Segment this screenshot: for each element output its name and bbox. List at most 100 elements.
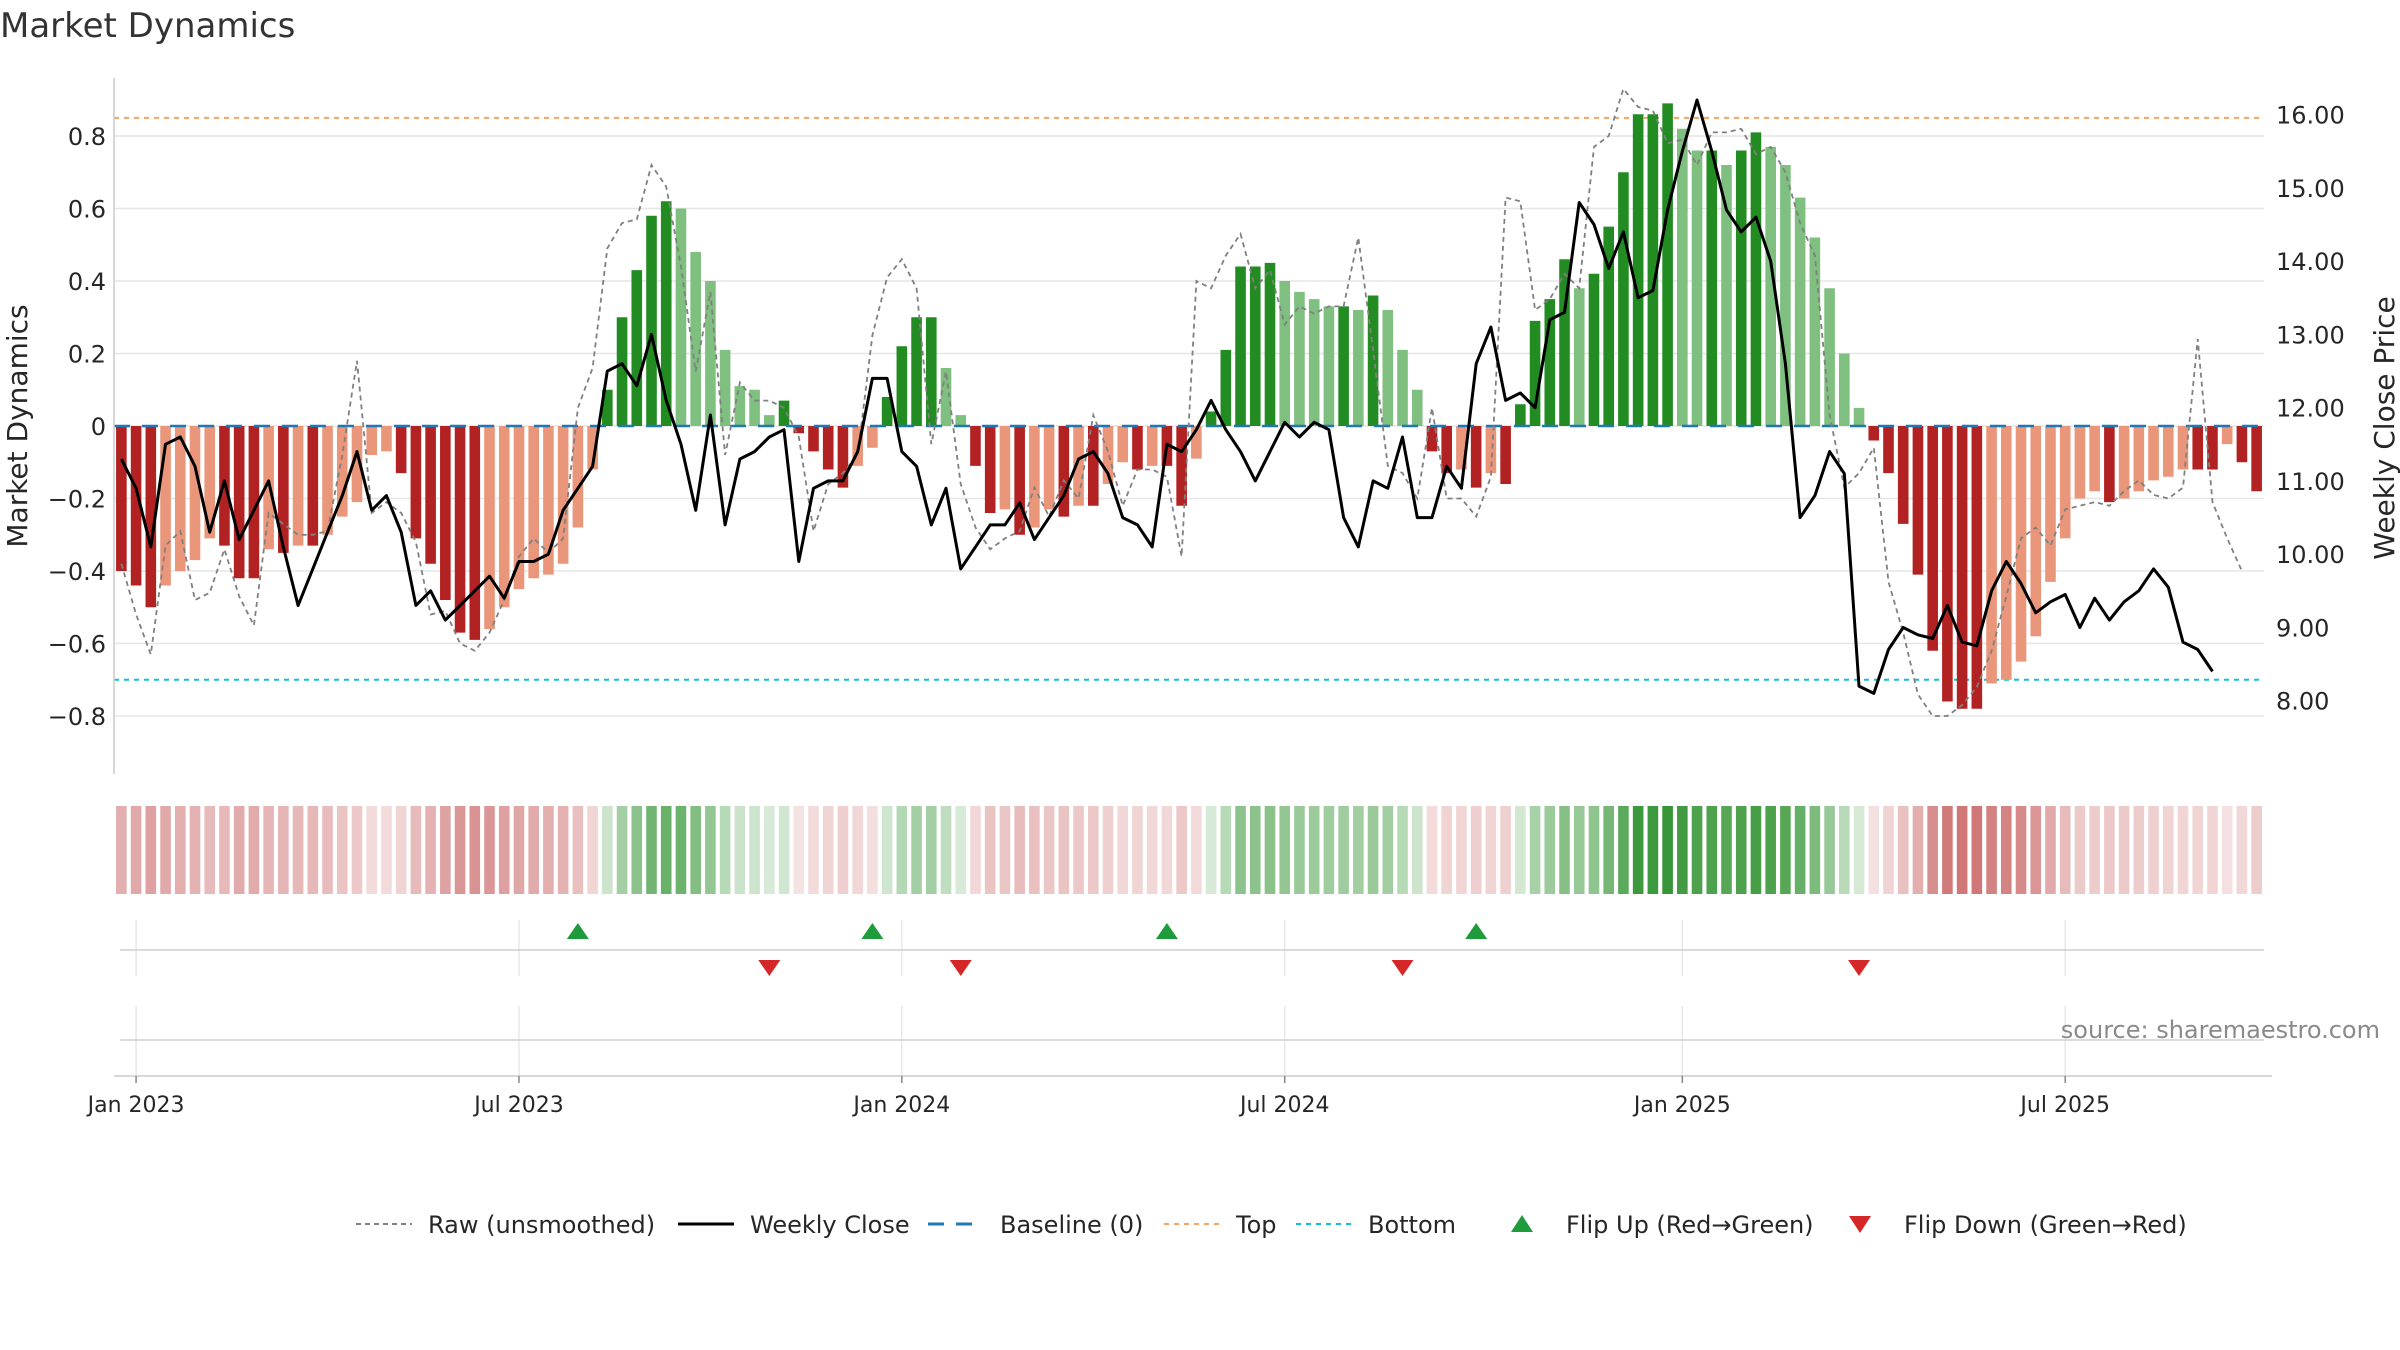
heat-cell bbox=[189, 806, 201, 894]
momentum-bar bbox=[1824, 288, 1835, 426]
momentum-bar bbox=[1559, 259, 1570, 426]
heat-cell bbox=[1912, 806, 1924, 894]
y2-tick-label: 10.00 bbox=[2276, 541, 2345, 569]
heat-cell bbox=[292, 806, 304, 894]
raw-series-line bbox=[120, 87, 2243, 717]
heat-cell bbox=[1603, 806, 1614, 894]
heat-cell bbox=[1220, 806, 1232, 894]
heat-cell bbox=[2074, 806, 2086, 894]
heat-cell bbox=[1087, 806, 1099, 894]
heat-cell bbox=[764, 806, 775, 894]
heat-cell bbox=[1058, 806, 1070, 894]
heat-cell bbox=[1559, 806, 1570, 894]
momentum-bar bbox=[808, 426, 819, 452]
heat-cell bbox=[1824, 806, 1835, 894]
momentum-bar bbox=[440, 426, 451, 600]
heat-cell bbox=[602, 806, 613, 894]
momentum-bar bbox=[1721, 165, 1732, 426]
momentum-bar bbox=[1971, 426, 1983, 709]
momentum-bar bbox=[734, 386, 746, 426]
momentum-bars bbox=[116, 103, 2262, 709]
heat-cell bbox=[1456, 806, 1467, 894]
momentum-bar bbox=[705, 281, 716, 426]
heat-cell bbox=[837, 806, 849, 894]
y-tick-label: 0.6 bbox=[68, 196, 106, 224]
momentum-bar bbox=[1573, 288, 1585, 426]
heat-cell bbox=[749, 806, 760, 894]
momentum-bar bbox=[1029, 426, 1040, 528]
momentum-bar bbox=[970, 426, 981, 466]
momentum-bar bbox=[1956, 426, 1968, 709]
heat-cell bbox=[1264, 806, 1276, 894]
y-tick-label: −0.6 bbox=[48, 631, 106, 659]
momentum-bar bbox=[1146, 426, 1158, 466]
heat-cell bbox=[2104, 806, 2115, 894]
legend-label: Bottom bbox=[1368, 1211, 1456, 1239]
momentum-bar bbox=[278, 426, 289, 553]
heat-cell bbox=[248, 806, 260, 894]
heat-cell bbox=[1102, 806, 1114, 894]
flip-markers-panel bbox=[120, 920, 2264, 976]
momentum-bar bbox=[1485, 426, 1497, 474]
flip-up-marker bbox=[1465, 923, 1488, 939]
momentum-bar bbox=[1014, 426, 1025, 535]
momentum-bar bbox=[1868, 426, 1880, 441]
momentum-bar bbox=[1942, 426, 1953, 702]
momentum-bar bbox=[292, 426, 304, 546]
legend: Raw (unsmoothed) Weekly Close Baseline (0)… bbox=[356, 1211, 2187, 1239]
momentum-bar bbox=[778, 400, 790, 426]
empty-panel bbox=[120, 1006, 2264, 1076]
momentum-bar bbox=[793, 426, 805, 434]
heat-cell bbox=[160, 806, 171, 894]
flip-up-marker bbox=[1155, 923, 1178, 939]
momentum-bar bbox=[1294, 291, 1305, 426]
legend-swatch-flip-down bbox=[1849, 1216, 1871, 1233]
heat-cell bbox=[970, 806, 981, 894]
heat-cell bbox=[1338, 806, 1349, 894]
momentum-bar bbox=[1367, 295, 1379, 426]
momentum-bar bbox=[248, 426, 260, 579]
momentum-bar bbox=[1780, 165, 1791, 426]
momentum-bar bbox=[1382, 310, 1394, 426]
momentum-bar bbox=[381, 426, 392, 452]
chart-title: Market Dynamics bbox=[0, 6, 296, 46]
momentum-bar bbox=[1132, 426, 1143, 470]
momentum-bar bbox=[1839, 353, 1850, 426]
momentum-bar bbox=[1220, 349, 1232, 426]
momentum-bar bbox=[1735, 150, 1747, 426]
momentum-bar bbox=[1515, 404, 1526, 426]
y2-tick-label: 11.00 bbox=[2276, 468, 2345, 496]
y-tick-label: 0 bbox=[91, 413, 106, 441]
momentum-bar bbox=[204, 426, 216, 539]
momentum-bar bbox=[1500, 426, 1511, 484]
momentum-bar bbox=[1323, 306, 1335, 426]
heat-cell bbox=[366, 806, 378, 894]
y2-tick-label: 16.00 bbox=[2276, 102, 2345, 130]
heat-cell bbox=[1029, 806, 1040, 894]
momentum-bar bbox=[189, 426, 201, 561]
momentum-bar bbox=[513, 426, 525, 590]
flip-up-marker bbox=[566, 923, 589, 939]
heat-cell bbox=[1073, 806, 1084, 894]
momentum-bar bbox=[1426, 426, 1438, 452]
heat-cell bbox=[219, 806, 230, 894]
heat-cell bbox=[307, 806, 319, 894]
momentum-bar bbox=[1632, 114, 1644, 426]
heat-cell bbox=[616, 806, 628, 894]
y-axis-label: Market Dynamics bbox=[1, 304, 34, 547]
heat-cell bbox=[1515, 806, 1526, 894]
heat-cell bbox=[1441, 806, 1453, 894]
heat-cell bbox=[322, 806, 333, 894]
heat-cell bbox=[1942, 806, 1953, 894]
momentum-bar bbox=[2177, 426, 2189, 470]
heat-cell bbox=[1353, 806, 1364, 894]
y2-axis-label: Weekly Close Price bbox=[2368, 296, 2400, 559]
heat-cell bbox=[1323, 806, 1335, 894]
momentum-bar bbox=[322, 426, 333, 535]
momentum-bar bbox=[764, 415, 775, 426]
momentum-bar bbox=[1544, 299, 1556, 426]
heat-cell bbox=[1397, 806, 1408, 894]
legend-label: Flip Up (Red→Green) bbox=[1566, 1211, 1814, 1239]
momentum-bar bbox=[587, 426, 598, 470]
heat-cell bbox=[278, 806, 289, 894]
